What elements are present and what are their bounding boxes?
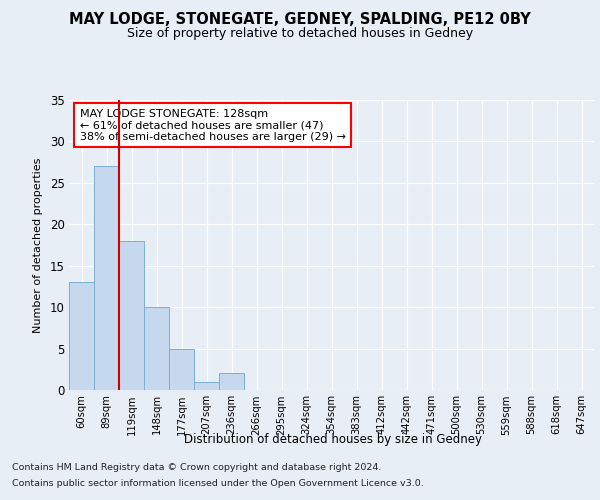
Text: MAY LODGE STONEGATE: 128sqm
← 61% of detached houses are smaller (47)
38% of sem: MAY LODGE STONEGATE: 128sqm ← 61% of det… <box>79 108 346 142</box>
Text: MAY LODGE, STONEGATE, GEDNEY, SPALDING, PE12 0BY: MAY LODGE, STONEGATE, GEDNEY, SPALDING, … <box>69 12 531 28</box>
Text: Contains public sector information licensed under the Open Government Licence v3: Contains public sector information licen… <box>12 478 424 488</box>
Y-axis label: Number of detached properties: Number of detached properties <box>33 158 43 332</box>
Bar <box>119 241 144 390</box>
Bar <box>219 374 244 390</box>
Bar <box>194 382 219 390</box>
Bar <box>144 307 169 390</box>
Text: Contains HM Land Registry data © Crown copyright and database right 2024.: Contains HM Land Registry data © Crown c… <box>12 464 382 472</box>
Bar <box>169 348 194 390</box>
Bar <box>94 166 119 390</box>
Bar <box>69 282 94 390</box>
Text: Size of property relative to detached houses in Gedney: Size of property relative to detached ho… <box>127 28 473 40</box>
Text: Distribution of detached houses by size in Gedney: Distribution of detached houses by size … <box>184 432 482 446</box>
